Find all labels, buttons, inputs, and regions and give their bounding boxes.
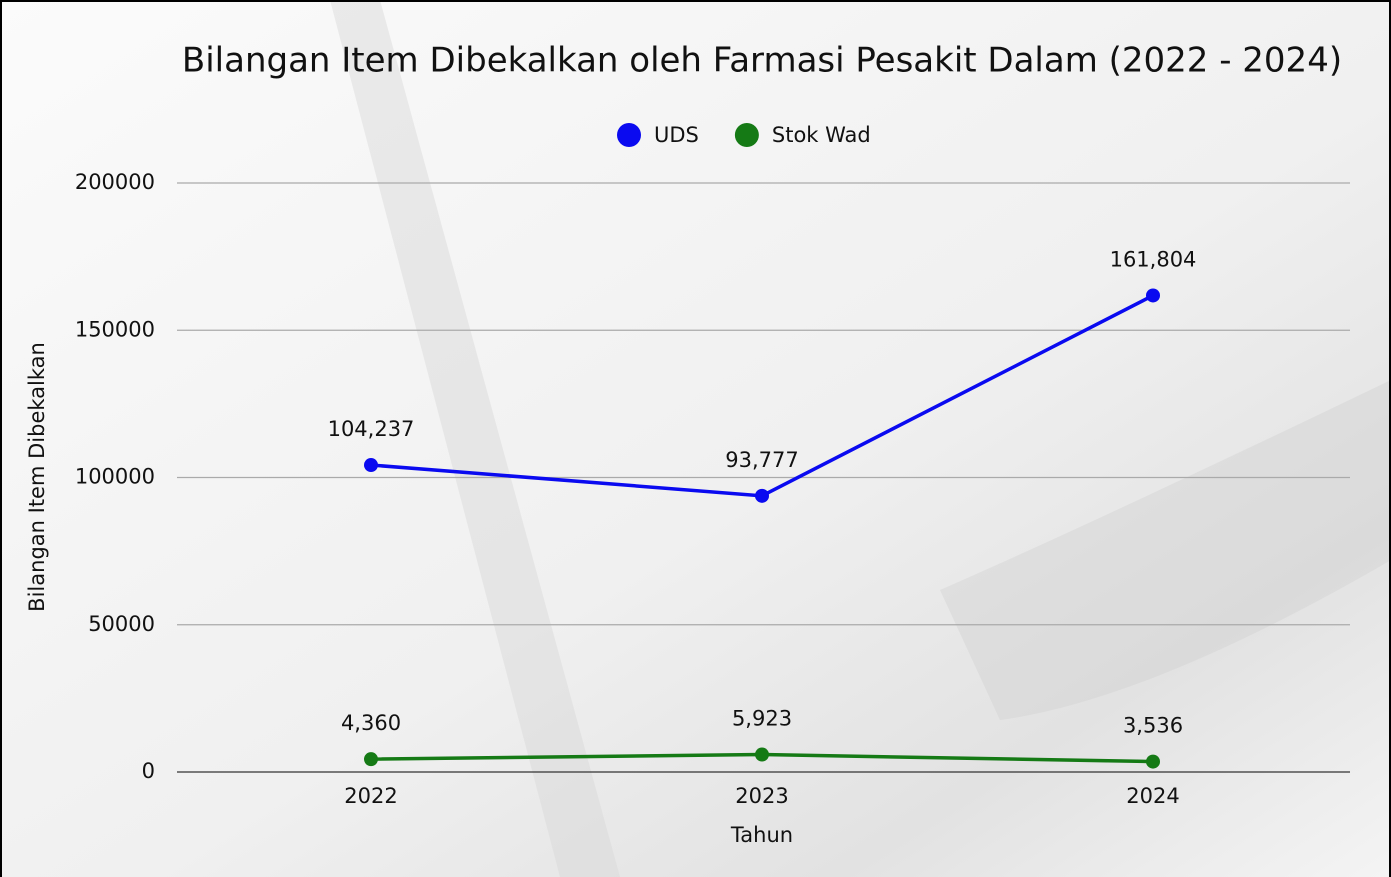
- legend-label: UDS: [654, 123, 699, 147]
- chart-title: Bilangan Item Dibekalkan oleh Farmasi Pe…: [182, 41, 1342, 81]
- y-tick-label: 150000: [75, 317, 155, 341]
- x-tick-label: 2023: [735, 784, 788, 808]
- data-label: 104,237: [328, 417, 415, 441]
- y-axis-title: Bilangan Item Dibekalkan: [25, 342, 49, 612]
- legend-marker: [734, 123, 759, 147]
- data-label: 3,536: [1123, 714, 1183, 738]
- y-tick-label: 0: [142, 759, 155, 783]
- legend-marker: [617, 123, 641, 147]
- data-point: [755, 488, 769, 503]
- data-label: 5,923: [732, 707, 792, 731]
- background-decor: [330, 0, 620, 877]
- y-tick-label: 200000: [75, 170, 155, 194]
- data-label: 4,360: [341, 711, 401, 735]
- data-point: [755, 747, 769, 762]
- background-decor: [940, 380, 1391, 720]
- data-point: [1146, 288, 1160, 303]
- data-label: 161,804: [1110, 247, 1197, 271]
- data-point: [364, 458, 378, 473]
- y-tick-label: 100000: [75, 465, 155, 489]
- x-tick-label: 2024: [1126, 784, 1179, 808]
- data-point: [1146, 754, 1160, 769]
- x-axis-title: Tahun: [730, 823, 793, 847]
- x-tick-label: 2022: [344, 784, 397, 808]
- legend-label: Stok Wad: [772, 123, 871, 147]
- y-tick-label: 50000: [88, 612, 155, 636]
- data-label: 93,777: [725, 448, 798, 472]
- data-point: [364, 752, 378, 767]
